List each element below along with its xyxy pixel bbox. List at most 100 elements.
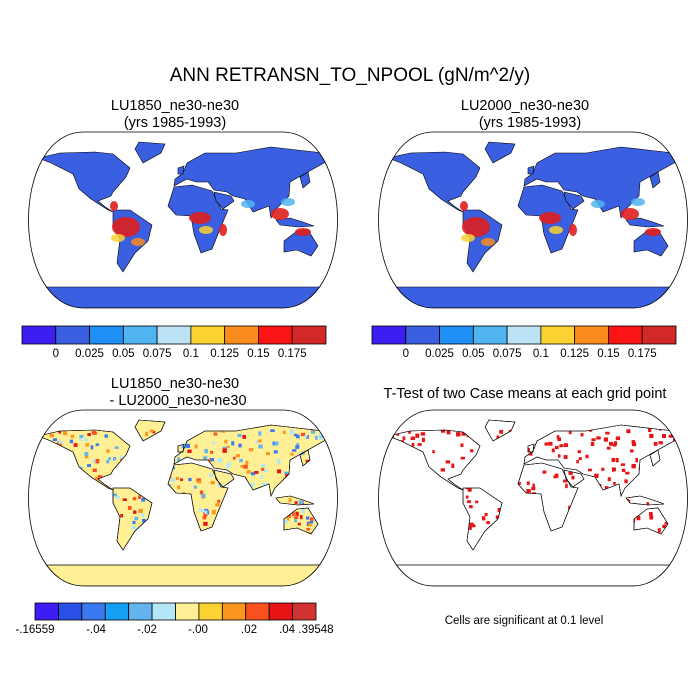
grid-cell [187,449,192,454]
grid-cell [649,512,653,517]
grid-cell [163,455,168,460]
grid-cell [674,529,679,532]
grid-cell [48,465,53,468]
grid-cell [589,529,595,534]
grid-cell [646,502,650,505]
grid-cell [626,502,631,506]
colorbar-label: -.02 [137,624,157,636]
grid-cell [95,501,99,504]
grid-cell [217,517,221,523]
grid-cell [202,516,207,520]
grid-cell [78,548,82,552]
grid-cell [120,458,124,463]
grid-cell [35,456,39,461]
grid-cell [505,438,511,442]
grid-cell [631,463,636,469]
grid-cell [607,477,611,482]
grid-cell [463,552,467,557]
grid-cell [108,542,113,547]
grid-cell [568,429,572,435]
figure-title: ANN RETRANSN_TO_NPOOL (gN/m^2/y) [170,65,530,86]
grid-cell [66,493,71,496]
grid-cell [143,468,147,472]
grid-cell [122,461,127,464]
grid-cell [258,444,263,449]
grid-cell [428,489,433,494]
grid-cell [114,446,119,449]
grid-cell [469,482,474,486]
grid-cell [162,508,167,513]
grid-cell [220,523,224,528]
grid-cell [598,517,603,522]
grid-cell [33,472,38,477]
grid-cell [556,435,560,439]
grid-cell [566,555,571,559]
grid-cell [585,454,589,459]
grid-cell [657,528,661,533]
grid-cell [245,523,249,527]
grid-cell [582,544,587,549]
grid-cell [127,506,132,510]
colorbar-label: 0.1 [183,348,199,360]
colorbar-label: 0.175 [278,348,307,360]
grid-cell [62,537,66,542]
grid-cell [634,492,638,497]
grid-cell [658,441,663,445]
grid-cell [467,488,472,492]
grid-cell [275,539,278,544]
grid-cell [432,450,435,454]
grid-cell [134,516,139,521]
grid-cell [270,511,274,516]
grid-cell [460,443,464,448]
grid-cell [224,439,228,444]
grid-cell [102,536,107,541]
grid-cell [209,473,213,478]
colorbar-label: 0.15 [597,348,619,360]
grid-cell [276,516,281,522]
note: Cells are significant at 0.1 level [445,615,604,627]
grid-cell [104,552,108,558]
grid-cell [625,471,630,475]
grid-cell [296,434,300,439]
grid-cell [460,456,465,460]
grid-cell [220,430,226,433]
colorbar-box [21,325,57,345]
grid-cell [203,512,208,517]
grid-cell [597,483,602,489]
grid-cell [444,509,449,514]
grid-cell [621,512,626,517]
grid-cell [43,482,48,487]
grid-cell [170,505,175,509]
grid-cell [81,543,86,547]
grid-cell [153,527,158,532]
grid-cell [57,501,62,505]
grid-cell [590,481,594,486]
grid-cell [467,547,472,551]
grid-cell [304,487,308,491]
grid-cell [39,545,44,549]
grid-cell [240,465,245,468]
grid-cell [398,503,403,507]
grid-cell [655,540,660,543]
grid-cell [391,465,395,470]
grid-cell [122,498,127,501]
grid-cell [295,511,299,516]
grid-cell [109,507,113,512]
grid-cell [70,551,75,556]
grid-cell [93,515,98,519]
grid-cell [277,469,282,474]
grid-cell [116,514,120,518]
grid-cell [635,457,639,463]
hot-region [645,228,661,236]
grid-cell [604,532,609,537]
grid-cell [525,541,529,545]
grid-cell [585,497,590,502]
grid-cell [196,478,201,483]
grid-cell [283,520,288,524]
grid-cell [302,550,307,554]
grid-cell [37,500,42,506]
grid-cell [596,436,601,440]
hot-region [460,201,468,211]
grid-cell [217,482,222,488]
grid-cell [114,512,118,515]
